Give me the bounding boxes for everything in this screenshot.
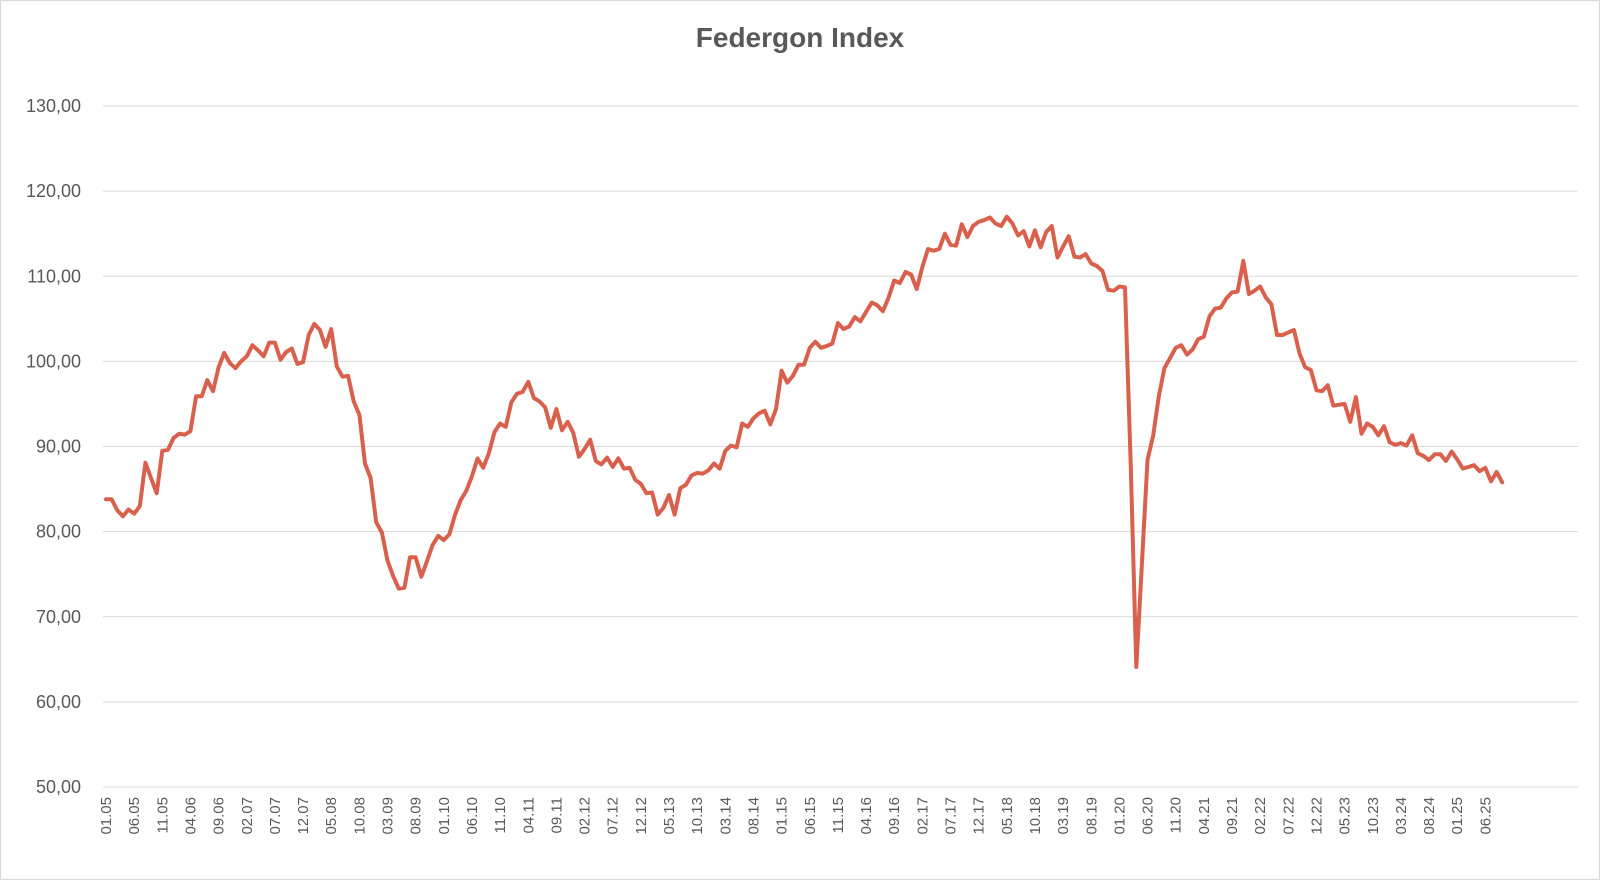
- x-tick-label: 07.22: [1280, 797, 1297, 835]
- x-tick-label: 03.19: [1055, 797, 1072, 835]
- x-tick-label: 12.12: [633, 797, 650, 835]
- x-tick-label: 07.07: [267, 797, 284, 835]
- x-tick-label: 08.14: [745, 797, 762, 835]
- x-tick-label: 08.24: [1421, 797, 1438, 835]
- x-tick-label: 10.23: [1365, 797, 1382, 835]
- x-axis-ticks: 01.05 06.05 11.05 04.06 09.06 02.07 07.07 12.07…: [98, 797, 1494, 835]
- x-tick-label: 05.18: [999, 797, 1016, 835]
- y-tick-label: 130,00: [26, 96, 81, 116]
- gridlines: [103, 105, 1578, 788]
- y-tick-label: 50,00: [36, 777, 81, 797]
- y-tick-label: 90,00: [36, 437, 81, 457]
- x-tick-label: 05.23: [1337, 797, 1354, 835]
- y-axis-ticks: 50,00 60,00 70,00 80,00 90,00 100,00 110,00 120…: [26, 96, 81, 797]
- x-tick-label: 09.16: [886, 797, 903, 835]
- x-tick-label: 01.05: [98, 797, 115, 835]
- x-tick-label: 08.19: [1083, 797, 1100, 835]
- x-tick-label: 09.11: [548, 797, 565, 833]
- x-tick-label: 11.15: [830, 797, 847, 833]
- x-tick-label: 10.13: [689, 797, 706, 835]
- x-tick-label: 12.17: [971, 797, 988, 835]
- x-tick-label: 10.08: [351, 797, 368, 835]
- x-tick-label: 09.21: [1224, 797, 1241, 835]
- x-tick-label: 04.16: [858, 797, 875, 835]
- x-tick-label: 04.21: [1196, 797, 1213, 835]
- x-tick-label: 03.24: [1393, 797, 1410, 835]
- series-line: [104, 214, 1505, 669]
- x-tick-label: 02.17: [914, 797, 931, 835]
- x-tick-label: 11.10: [492, 797, 509, 833]
- x-tick-label: 03.09: [380, 797, 397, 835]
- x-tick-label: 05.08: [323, 797, 340, 835]
- x-tick-label: 01.15: [774, 797, 791, 835]
- x-tick-label: 09.06: [211, 797, 228, 835]
- x-tick-label: 11.20: [1168, 797, 1185, 833]
- y-tick-label: 60,00: [36, 692, 81, 712]
- x-tick-label: 04.06: [182, 797, 199, 835]
- x-tick-label: 12.07: [295, 797, 312, 835]
- y-tick-label: 120,00: [26, 181, 81, 201]
- x-tick-label: 08.09: [408, 797, 425, 835]
- x-tick-label: 10.18: [1027, 797, 1044, 835]
- x-tick-label: 07.12: [605, 797, 622, 835]
- x-tick-label: 12.22: [1308, 797, 1325, 835]
- y-tick-label: 80,00: [36, 522, 81, 542]
- x-tick-label: 06.15: [802, 797, 819, 835]
- x-tick-label: 01.25: [1449, 797, 1466, 835]
- x-tick-label: 04.11: [520, 797, 537, 833]
- x-tick-label: 05.13: [661, 797, 678, 835]
- x-tick-label: 03.14: [717, 797, 734, 835]
- x-tick-label: 02.12: [577, 797, 594, 835]
- x-tick-label: 01.20: [1111, 797, 1128, 835]
- chart-title: Federgon Index: [695, 22, 905, 53]
- x-tick-label: 02.07: [239, 797, 256, 835]
- x-tick-label: 06.10: [464, 797, 481, 835]
- x-tick-label: 11.05: [154, 797, 171, 833]
- x-tick-label: 07.17: [943, 797, 960, 835]
- x-tick-label: 06.25: [1477, 797, 1494, 835]
- y-tick-label: 110,00: [27, 266, 81, 286]
- x-tick-label: 06.20: [1140, 797, 1157, 835]
- x-tick-label: 01.10: [436, 797, 453, 835]
- y-tick-label: 70,00: [36, 607, 81, 627]
- x-tick-label: 06.05: [126, 797, 143, 835]
- y-tick-label: 100,00: [26, 351, 81, 371]
- x-tick-label: 02.22: [1252, 797, 1269, 835]
